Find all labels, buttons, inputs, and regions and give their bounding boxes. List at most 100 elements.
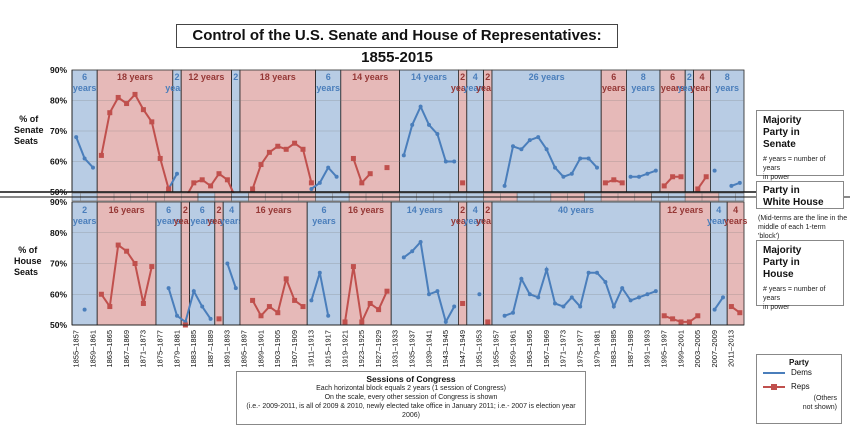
house-control-label: 6 bbox=[321, 205, 326, 215]
house-rep-point bbox=[350, 264, 356, 270]
senate-box-note-line: in power bbox=[763, 174, 790, 181]
senate-control-label: 6 bbox=[611, 72, 616, 82]
senate-dem-point bbox=[519, 147, 524, 152]
house-dem-point bbox=[645, 292, 650, 297]
white-house-note-line: (Mid-terms are the line in the bbox=[758, 215, 848, 222]
x-tick-label: 1947–1949 bbox=[458, 330, 467, 368]
senate-dems-line bbox=[310, 165, 338, 190]
house-dem-point bbox=[536, 295, 541, 300]
senate-dem-point bbox=[410, 122, 415, 127]
senate-dem-point bbox=[334, 174, 339, 179]
senate-rep-point bbox=[460, 180, 466, 186]
house-box-title-line: Party in bbox=[763, 257, 800, 268]
house-dem-point bbox=[82, 307, 87, 312]
sessions-line: (i.e.- 2009-2011, is all of 2009 & 2010,… bbox=[246, 403, 576, 419]
senate-dem-point bbox=[74, 135, 79, 140]
senate-rep-point bbox=[359, 180, 365, 186]
senate-box-title-line: Majority bbox=[763, 115, 802, 126]
senate-control-label: 12 years bbox=[188, 72, 224, 82]
house-dem-point bbox=[527, 292, 532, 297]
x-tick-label: 2003–2005 bbox=[693, 330, 702, 368]
senate-rep-point bbox=[350, 155, 356, 161]
house-dems-line bbox=[226, 263, 237, 289]
x-tick-label: 1971–1973 bbox=[559, 330, 568, 368]
house-control-label: years bbox=[207, 216, 231, 226]
senate-control-label: 26 years bbox=[529, 72, 565, 82]
house-dem-point bbox=[326, 313, 331, 318]
senate-rep-point bbox=[678, 174, 684, 180]
senate-dem-point bbox=[536, 135, 541, 140]
x-tick-label: 1919–1921 bbox=[340, 330, 349, 368]
white-house-note: (Mid-terms are the line in the middle of… bbox=[758, 214, 848, 241]
house-control-label: 2 bbox=[183, 205, 188, 215]
sessions-line: On the scale, every other session of Con… bbox=[324, 394, 498, 401]
house-reps-line bbox=[344, 266, 388, 326]
senate-control-label: 4 bbox=[699, 72, 704, 82]
house-rep-point bbox=[670, 316, 676, 322]
senate-control-label: 18 years bbox=[260, 72, 296, 82]
senate-axis-label-line: Seats bbox=[14, 136, 39, 146]
senate-dem-point bbox=[527, 138, 532, 143]
senate-dem-point bbox=[317, 180, 322, 185]
house-rep-point bbox=[250, 297, 256, 303]
x-tick-label: 1883–1885 bbox=[189, 330, 198, 368]
senate-dem-point bbox=[712, 168, 717, 173]
sessions-title: Sessions of Congress bbox=[366, 374, 456, 384]
senate-dems-line bbox=[630, 169, 657, 178]
x-tick-label: 1967–1969 bbox=[542, 330, 551, 368]
x-tick-label: 1943–1945 bbox=[441, 330, 450, 368]
senate-dem-point bbox=[645, 171, 650, 176]
senate-control-label: 6 bbox=[670, 72, 675, 82]
house-rep-point bbox=[292, 297, 298, 303]
senate-dem-point bbox=[427, 122, 431, 127]
senate-dem-point bbox=[91, 165, 95, 170]
senate-rep-point bbox=[107, 110, 113, 116]
house-control-label: years bbox=[73, 216, 97, 226]
senate-dem-point bbox=[401, 153, 406, 158]
house-control-label: 2 bbox=[485, 205, 490, 215]
house-dem-point bbox=[443, 319, 448, 324]
house-control-label: 2 bbox=[216, 205, 221, 215]
senate-control-label: years bbox=[316, 83, 340, 93]
senate-control-label: 8 bbox=[725, 72, 730, 82]
house-control-label: 4 bbox=[229, 205, 234, 215]
sessions-line: Each horizontal block equals 2 years (1 … bbox=[316, 385, 506, 392]
house-axis-label-line: Seats bbox=[14, 267, 39, 277]
house-axis-label: % of House Seats bbox=[14, 245, 42, 278]
house-rep-point bbox=[283, 276, 289, 282]
house-box-title-line: House bbox=[763, 269, 794, 280]
x-tick-label: 2011–2013 bbox=[727, 330, 736, 367]
senate-dem-point bbox=[729, 183, 734, 188]
house-control-label: 6 bbox=[200, 205, 205, 215]
x-tick-label: 1975–1977 bbox=[575, 330, 584, 368]
house-rep-point bbox=[686, 319, 692, 325]
house-dem-point bbox=[578, 304, 583, 309]
house-dem-point bbox=[418, 239, 423, 244]
house-dem-point bbox=[410, 249, 415, 254]
x-tick-label: 1955–1957 bbox=[491, 330, 500, 368]
house-dem-point bbox=[208, 316, 213, 321]
senate-control-label: 4 bbox=[473, 72, 478, 82]
x-tick-label: 1995–1997 bbox=[659, 330, 668, 368]
senate-axis-label-line: Senate bbox=[14, 125, 44, 135]
senate-control-label: years bbox=[678, 83, 702, 93]
senate-ytick-label: 70% bbox=[50, 126, 67, 136]
house-ytick-label: 60% bbox=[50, 289, 67, 299]
house-dem-point bbox=[637, 295, 641, 300]
house-ytick-label: 70% bbox=[50, 259, 67, 269]
house-dems-line bbox=[167, 287, 212, 324]
senate-rep-point bbox=[661, 183, 667, 189]
senate-dem-point bbox=[309, 186, 314, 191]
senate-rep-point bbox=[140, 107, 146, 113]
legend: Party Dems Reps (Others not shown) bbox=[756, 354, 842, 424]
x-tick-label: 1903–1905 bbox=[273, 330, 282, 368]
senate-dem-point bbox=[637, 174, 641, 179]
house-rep-point bbox=[258, 313, 264, 319]
senate-rep-point bbox=[224, 177, 230, 183]
x-tick-label: 1931–1933 bbox=[391, 330, 400, 368]
senate-dem-point bbox=[443, 159, 448, 164]
house-rep-point bbox=[275, 310, 281, 316]
house-control-label: 4 bbox=[733, 205, 738, 215]
senate-dem-point bbox=[175, 171, 179, 176]
x-tick-label: 1899–1901 bbox=[256, 330, 265, 368]
